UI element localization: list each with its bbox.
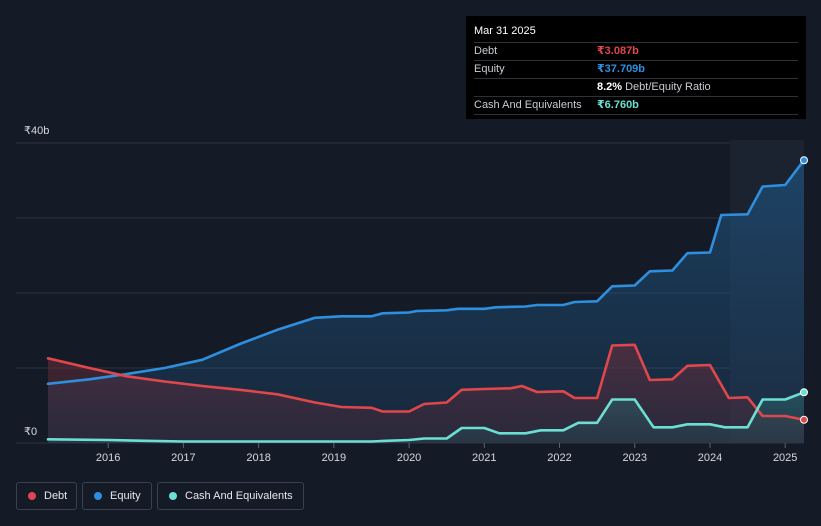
x-tick-label: 2022: [547, 452, 571, 464]
cash-and-equivalents-area: [48, 392, 804, 443]
y-tick-label: ₹0: [24, 426, 37, 438]
equity-line: [46, 158, 806, 386]
tooltip-value-ratio: 8.2%: [597, 81, 623, 93]
legend-item-cash[interactable]: Cash And Equivalents: [157, 482, 304, 510]
tooltip-ratio-label: Debt/Equity Ratio: [625, 81, 711, 93]
tooltip-label: Equity: [474, 63, 505, 75]
series-lines: [46, 158, 806, 443]
tooltip-label: Cash And Equivalents: [474, 99, 582, 111]
x-tick-label: 2023: [623, 452, 647, 464]
series-areas: [48, 160, 804, 443]
y-tick-label: ₹40b: [24, 125, 49, 137]
tooltip-label: Debt: [474, 45, 498, 57]
x-tick-label: 2016: [96, 452, 120, 464]
legend-label: Debt: [44, 490, 68, 502]
x-tick-label: 2021: [472, 452, 496, 464]
y-axis: ₹40b ₹0: [24, 125, 49, 438]
x-tick-label: 2019: [322, 452, 346, 464]
tooltip-label: [474, 79, 597, 96]
tooltip-row-debt: Debt ₹3.087b: [474, 42, 798, 60]
legend-item-equity[interactable]: Equity: [82, 482, 152, 510]
tooltip-row-equity: Equity ₹37.709b: [474, 60, 798, 78]
legend-label: Cash And Equivalents: [185, 490, 293, 502]
tooltip-value-debt: ₹3.087b: [597, 45, 639, 57]
legend-dot-icon: [94, 492, 102, 500]
legend-dot-icon: [169, 492, 177, 500]
x-tick-label: 2020: [397, 452, 421, 464]
x-tick-label: 2017: [171, 452, 195, 464]
x-tick-label: 2024: [698, 452, 722, 464]
debt-line: [46, 343, 806, 422]
cash-and-equivalents-line: [46, 391, 806, 443]
legend-dot-icon: [28, 492, 36, 500]
tooltip-row-cash: Cash And Equivalents ₹6.760b: [474, 96, 798, 115]
tooltip-value-equity: ₹37.709b: [597, 63, 646, 75]
tooltip-date: Mar 31 2025: [474, 25, 536, 37]
end-markers: [800, 156, 808, 424]
legend-label: Equity: [110, 490, 141, 502]
tooltip-panel: Mar 31 2025 Debt ₹3.087b Equity ₹37.709b…: [466, 16, 806, 119]
x-tick-label: 2025: [773, 452, 797, 464]
tooltip-row-ratio: 8.2% Debt/Equity Ratio: [474, 78, 798, 96]
x-axis: 2016 2017 2018 2019 2020 2021 2022 2023 2024 2025: [96, 443, 797, 464]
x-tick-label: 2018: [246, 452, 270, 464]
equity-end-point: [800, 156, 808, 165]
cash-and-equivalents-end-point: [800, 388, 808, 397]
legend-item-debt[interactable]: Debt: [16, 482, 77, 510]
tooltip-value-cash: ₹6.760b: [597, 99, 639, 111]
debt-end-point: [800, 415, 808, 424]
